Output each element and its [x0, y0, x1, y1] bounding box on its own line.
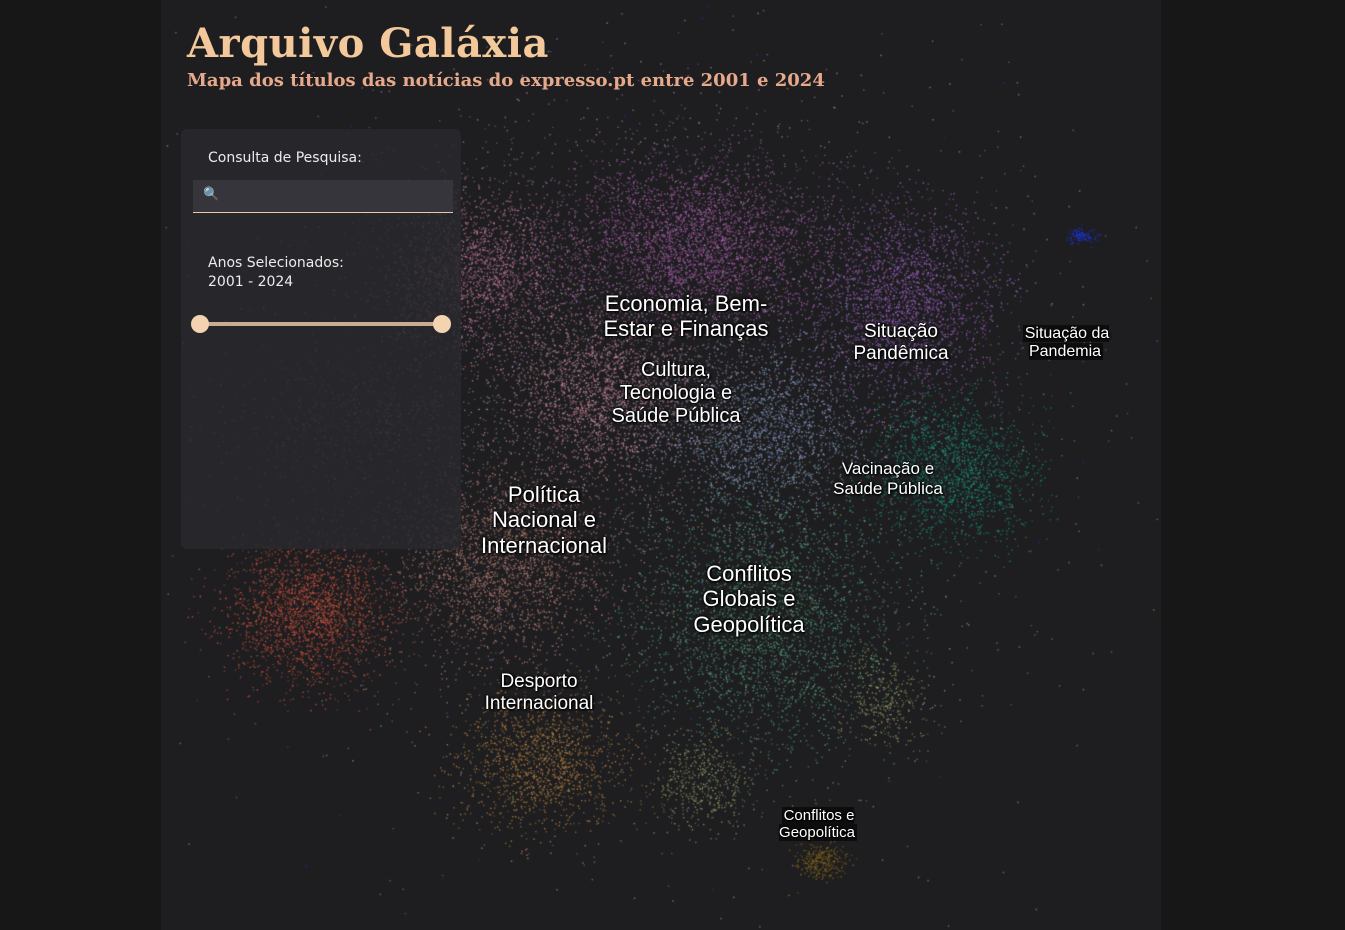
cluster-label-economia: Economia, Bem- Estar e Finanças	[603, 291, 769, 342]
cluster-label-vacinacao: Vacinação e Saúde Pública	[833, 459, 943, 498]
search-input[interactable]	[227, 184, 451, 210]
cluster-label-conflitos-globais: Conflitos Globais e Geopolítica	[693, 561, 805, 637]
page-title: Arquivo Galáxia	[187, 20, 549, 67]
controls-panel: Consulta de Pesquisa: 🔍 Anos Selecionado…	[181, 129, 461, 549]
page-subtitle: Mapa dos títulos das notícias do express…	[187, 70, 825, 91]
cluster-label-situacao-pandemica: Situação Pandêmica	[853, 321, 949, 364]
years-label: Anos Selecionados:	[208, 255, 344, 271]
cluster-label-conflitos-geopolitica-text: Conflitos e Geopolítica	[779, 807, 857, 842]
search-icon: 🔍	[203, 187, 220, 202]
search-box[interactable]: 🔍	[193, 180, 453, 213]
map-panel: Arquivo Galáxia Mapa dos títulos das not…	[161, 0, 1161, 930]
cluster-label-conflitos-geopolitica: Conflitos e Geopolítica	[758, 807, 878, 842]
cluster-label-cultura: Cultura, Tecnologia e Saúde Pública	[611, 359, 741, 427]
cluster-label-politica: Política Nacional e Internacional	[481, 482, 607, 558]
cluster-label-desporto: Desporto Internacional	[484, 671, 594, 714]
year-slider-start-handle[interactable]	[191, 315, 209, 333]
year-slider-track[interactable]	[200, 322, 442, 326]
cluster-label-situacao-pandemia-text: Situação da Pandemia	[1022, 325, 1110, 361]
cluster-label-situacao-pandemia: Situação da Pandemia	[1006, 325, 1126, 362]
years-range-text: 2001 - 2024	[208, 274, 294, 290]
search-label: Consulta de Pesquisa:	[208, 150, 362, 166]
year-slider-end-handle[interactable]	[433, 315, 451, 333]
